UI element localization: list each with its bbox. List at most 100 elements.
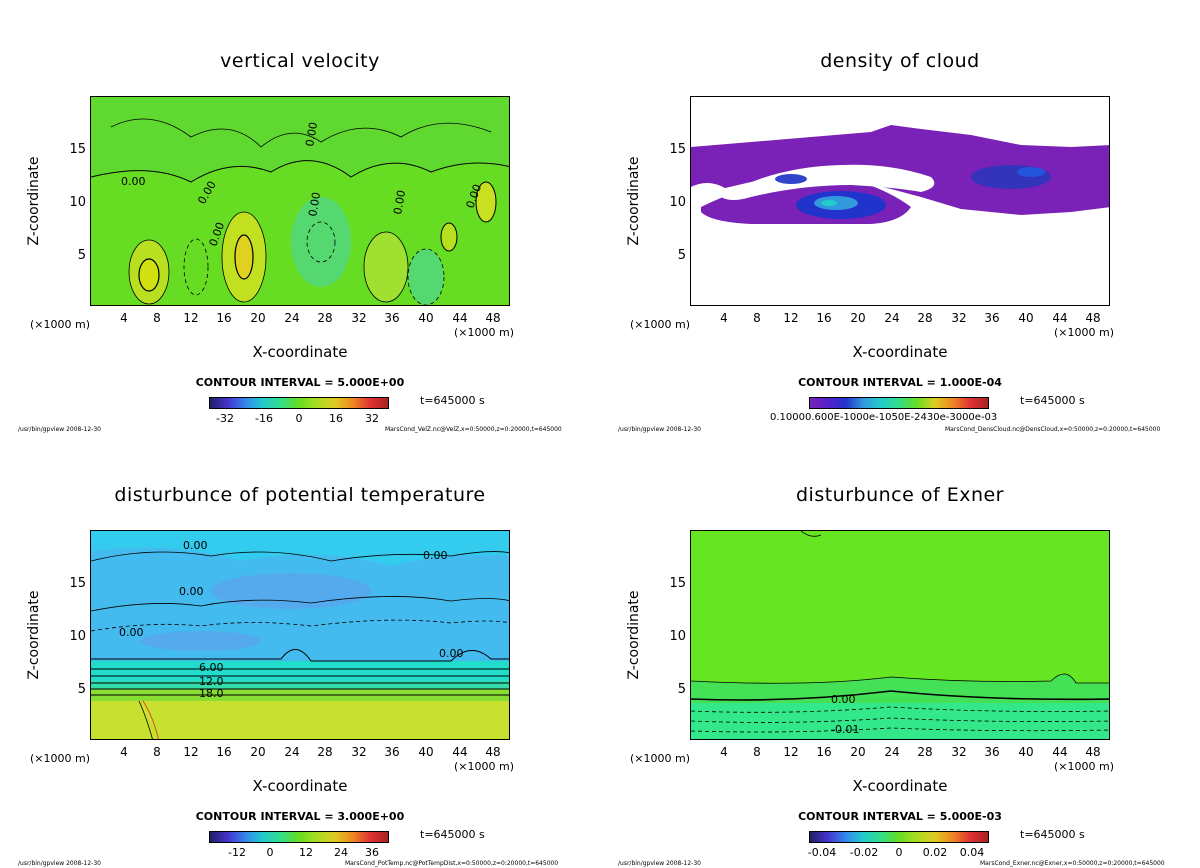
contour-label: 0.00 (306, 191, 323, 217)
contour-line (142, 700, 159, 739)
x-tick-label: 40 (418, 311, 434, 325)
chart-title: disturbunce of potential temperature (114, 484, 486, 506)
x-tick-label: 44 (452, 311, 468, 325)
colorbar-tick-labels: 0.10000.600E-1000e-1050E-2430e-3000e-03 (770, 412, 998, 423)
contour-line (110, 118, 492, 148)
x-unit-label: (×1000 m) (30, 752, 91, 765)
contour-label: 0.00 (179, 585, 204, 598)
contour-label: 0.00 (391, 189, 408, 215)
y-tick-label: 5 (677, 248, 686, 263)
contour-line (800, 531, 822, 537)
cold-pocket (141, 631, 261, 651)
chart-title: disturbunce of Exner (795, 484, 1004, 506)
x-tick-label: 40 (418, 745, 434, 759)
x-tick-label: 12 (183, 745, 199, 759)
time-label: t=645000 s (420, 828, 485, 841)
x-tick-label: 36 (984, 311, 1000, 325)
x-axis-label: X-coordinate (252, 777, 348, 795)
x-tick-label: 44 (1052, 311, 1068, 325)
downdraft-contour (306, 221, 336, 263)
x-tick-label: 8 (753, 745, 761, 759)
contour-line (138, 700, 153, 739)
x-tick-label: 32 (351, 745, 367, 759)
contour-label: -0.01 (831, 723, 859, 736)
colorbar-tick: 24 (334, 846, 348, 859)
time-label: t=645000 s (420, 394, 485, 407)
x-unit-label: (×1000 m) (630, 318, 691, 331)
contour-line (91, 619, 509, 632)
panel-potential-temperature: disturbunce of potential temperature 0.0… (0, 434, 600, 868)
contour-interval: CONTOUR INTERVAL = 5.000E-03 (798, 810, 1002, 823)
x-tick-label: 40 (1018, 311, 1034, 325)
x-tick-label: 48 (1085, 311, 1101, 325)
x-axis-label: X-coordinate (852, 343, 948, 361)
y-tick-label: 15 (69, 142, 86, 157)
x-tick-label: 20 (850, 311, 866, 325)
colorbar-tick: -16 (255, 412, 273, 425)
contour-plot: 0.00 0.00 0.00 0.00 0.00 0.00 0.00 (91, 97, 509, 305)
chart-title: vertical velocity (220, 50, 380, 72)
contour-plot: 0.00 0.00 0.00 0.00 0.00 6.00 12.0 18.0 (91, 531, 509, 739)
source-footer: MarsCond_VelZ.nc@VelZ,x=0:50000,z=0:2000… (385, 426, 562, 433)
colorbar-tick: -32 (216, 412, 234, 425)
y-tick-label: 5 (677, 682, 686, 697)
colorbar-tick: 16 (329, 412, 343, 425)
updraft-cell (475, 181, 497, 223)
contour-label: 12.0 (199, 675, 224, 688)
x-tick-label: 32 (351, 311, 367, 325)
colorbar-tick: 0 (266, 846, 274, 859)
panel-exner: disturbunce of Exner 0.00 -0.01 Z-coordi… (600, 434, 1200, 868)
colorbar-tick: -12 (228, 846, 246, 859)
contour-line (691, 673, 1109, 684)
x-tick-label: 24 (284, 745, 300, 759)
plot-area (690, 96, 1110, 306)
contour-label: 0.00 (303, 121, 320, 147)
x-tick-label: 28 (917, 311, 933, 325)
colorbar-tick: -0.02 (849, 846, 879, 859)
contour-interval: CONTOUR INTERVAL = 5.000E+00 (195, 376, 405, 389)
downdraft-contour (183, 238, 209, 296)
x-tick-label: 16 (216, 311, 232, 325)
downdraft-cell (407, 248, 445, 305)
time-label: t=645000 s (1020, 394, 1085, 407)
zero-contour (91, 160, 509, 183)
contour-line (91, 551, 509, 562)
colorbar-tick: 0 (295, 412, 303, 425)
contour-label: 0.00 (439, 647, 464, 660)
updraft-core (234, 234, 254, 280)
x-tick-label: 24 (284, 311, 300, 325)
y-tick-label: 10 (69, 629, 86, 644)
x-tick-label: 4 (120, 311, 128, 325)
contour-label: 6.00 (199, 661, 224, 674)
colorbar (809, 397, 989, 409)
clear-gap (721, 164, 935, 200)
cloud-peak (821, 200, 837, 206)
colorbar-tick: 36 (365, 846, 379, 859)
y-tick-label: 5 (77, 248, 86, 263)
x-tick-label: 32 (951, 311, 967, 325)
contour-plot (691, 97, 1109, 305)
colorbar-tick: 0.02 (922, 846, 948, 859)
contour-line (91, 596, 509, 612)
updraft-cell (363, 231, 409, 303)
plot-area: 0.00 0.00 0.00 0.00 0.00 0.00 0.00 (90, 96, 510, 306)
source-footer: MarsCond_Exner.nc@Exner,x=0:50000,z=0:20… (980, 860, 1165, 867)
x-tick-label: 20 (250, 311, 266, 325)
x-tick-label: 4 (720, 311, 728, 325)
source-footer: MarsCond_DensCloud.nc@DensCloud,x=0:5000… (945, 426, 1161, 433)
y-tick-label: 15 (669, 576, 686, 591)
transition-band (91, 661, 509, 681)
low-field (691, 703, 1109, 739)
colorbar-tick: -0.04 (807, 846, 837, 859)
x-tick-label: 28 (317, 745, 333, 759)
x-tick-label: 44 (452, 745, 468, 759)
x-unit-label: (×1000 m) (454, 326, 515, 339)
upper-field (91, 97, 509, 182)
x-tick-label: 12 (183, 311, 199, 325)
x-tick-label: 24 (884, 745, 900, 759)
x-tick-label: 28 (917, 745, 933, 759)
x-tick-label: 16 (216, 745, 232, 759)
x-tick-label: 20 (850, 745, 866, 759)
x-tick-label: 12 (783, 311, 799, 325)
x-tick-label: 16 (816, 745, 832, 759)
